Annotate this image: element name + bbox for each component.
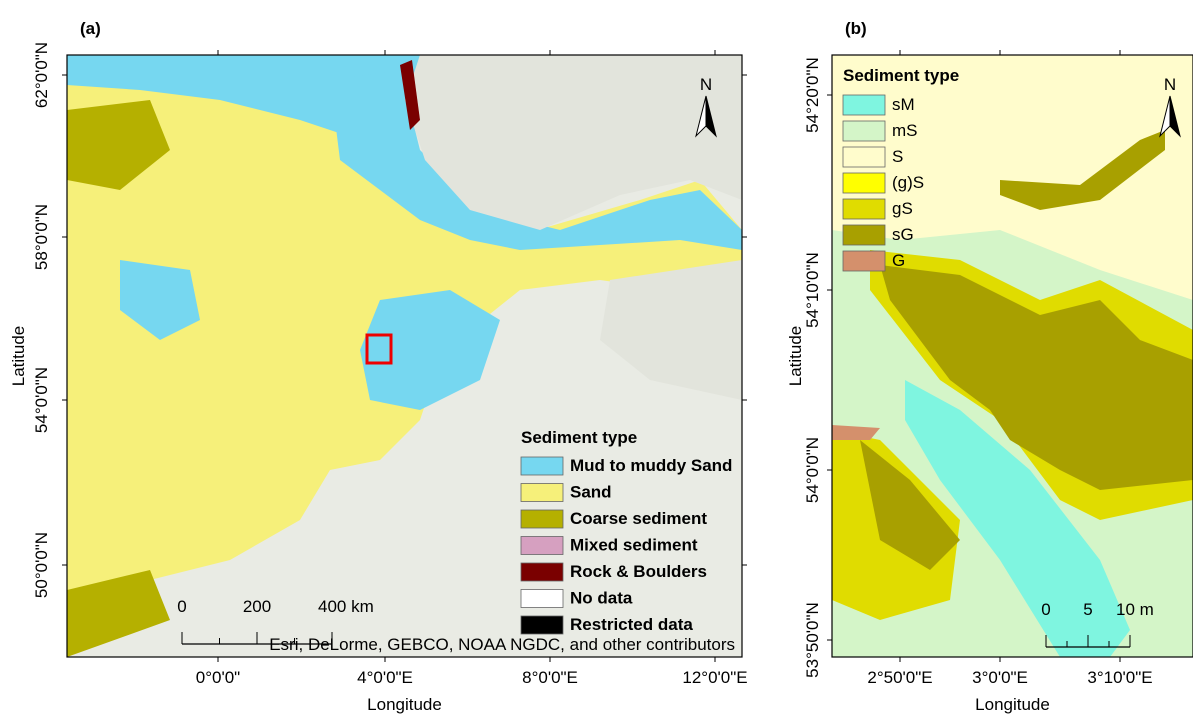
legend-label: Restricted data (570, 615, 693, 634)
sea-north (67, 55, 420, 140)
frame (66, 54, 743, 658)
lon-label: 0°0'0" (196, 668, 240, 687)
legend-label: No data (570, 589, 633, 608)
sg (880, 265, 1193, 490)
lon-label: 3°0'0"E (972, 668, 1028, 687)
sm (905, 380, 1130, 657)
legend-swatch (520, 509, 564, 529)
legend-swatch (520, 483, 564, 502)
frame (831, 54, 1193, 658)
attribution: Esri, DeLorme, GEBCO, NOAA NGDC, and oth… (269, 635, 735, 654)
rock (400, 60, 420, 130)
sg-patch (860, 440, 960, 570)
norway (405, 55, 742, 230)
north-arrow (705, 95, 717, 138)
legend-swatch (520, 456, 564, 476)
map-b (831, 54, 1193, 658)
lat-label: 54°10'0"N (803, 252, 822, 328)
lat-label: 54°0'0"N (803, 437, 822, 503)
denmark (600, 260, 742, 400)
y-axis-title: Latitude (786, 326, 805, 387)
x-axis-title: Longitude (975, 695, 1050, 714)
legend-label: G (892, 251, 905, 270)
x-axis-title: Longitude (367, 695, 442, 714)
legend-swatch (520, 615, 564, 635)
g-patch (832, 425, 880, 440)
north-arrow (1169, 95, 1181, 138)
legend-swatch (520, 536, 564, 555)
legend-label: Coarse sediment (570, 509, 707, 528)
legend-swatch (842, 224, 886, 246)
legend-swatch (842, 172, 886, 194)
lon-label: 3°10'0"E (1087, 668, 1152, 687)
legend-swatch (842, 146, 886, 168)
legend-label: (g)S (892, 173, 924, 192)
lat-label: 62°0'0"N (32, 42, 51, 108)
lat-label: 50°0'0"N (32, 532, 51, 598)
scale-label: 0 (1041, 600, 1050, 619)
study-area (365, 333, 393, 365)
panel-label: (a) (80, 19, 101, 38)
legend-label: S (892, 147, 903, 166)
legend-label: Rock & Boulders (570, 562, 707, 581)
lon-label: 8°0'0"E (522, 668, 578, 687)
legend-label: mS (892, 121, 918, 140)
legend-swatch (842, 198, 886, 220)
panel-label: (b) (845, 19, 867, 38)
coarse-patch (67, 100, 170, 190)
lon-label: 12°0'0"E (682, 668, 747, 687)
legend-label: Mud to muddy Sand (570, 456, 732, 475)
mud-patch (120, 260, 200, 340)
north-label: N (1164, 75, 1176, 94)
coarse-patch (67, 570, 170, 657)
legend-swatch (842, 94, 886, 116)
legend-swatch (520, 562, 564, 582)
legend-swatch (520, 589, 564, 608)
sg-ridge (1000, 130, 1165, 210)
y-axis-title: Latitude (9, 326, 28, 387)
legend-label: gS (892, 199, 913, 218)
mud-patch (360, 290, 500, 410)
lat-label: 53°50'0"N (803, 602, 822, 678)
legend-title: Sediment type (843, 66, 959, 85)
legend-swatch (842, 250, 886, 272)
scale-label: 5 (1083, 600, 1092, 619)
lon-label: 2°50'0"E (867, 668, 932, 687)
scale-label: 10 m (1116, 600, 1154, 619)
north-label: N (700, 75, 712, 94)
legend-swatch (842, 120, 886, 142)
legend-label: Sand (570, 483, 612, 502)
lat-label: 54°20'0"N (803, 57, 822, 133)
scale-label: 400 km (318, 597, 374, 616)
trench (330, 70, 742, 250)
lon-label: 4°0'0"E (357, 668, 413, 687)
lat-label: 58°0'0"N (32, 204, 51, 270)
scale-label: 0 (177, 597, 186, 616)
map-a (66, 54, 743, 658)
legend-label: Mixed sediment (570, 536, 698, 555)
lat-label: 54°0'0"N (32, 367, 51, 433)
legend-label: sG (892, 225, 914, 244)
legend-title: Sediment type (521, 428, 637, 447)
legend-label: sM (892, 95, 915, 114)
scale-label: 200 (243, 597, 271, 616)
